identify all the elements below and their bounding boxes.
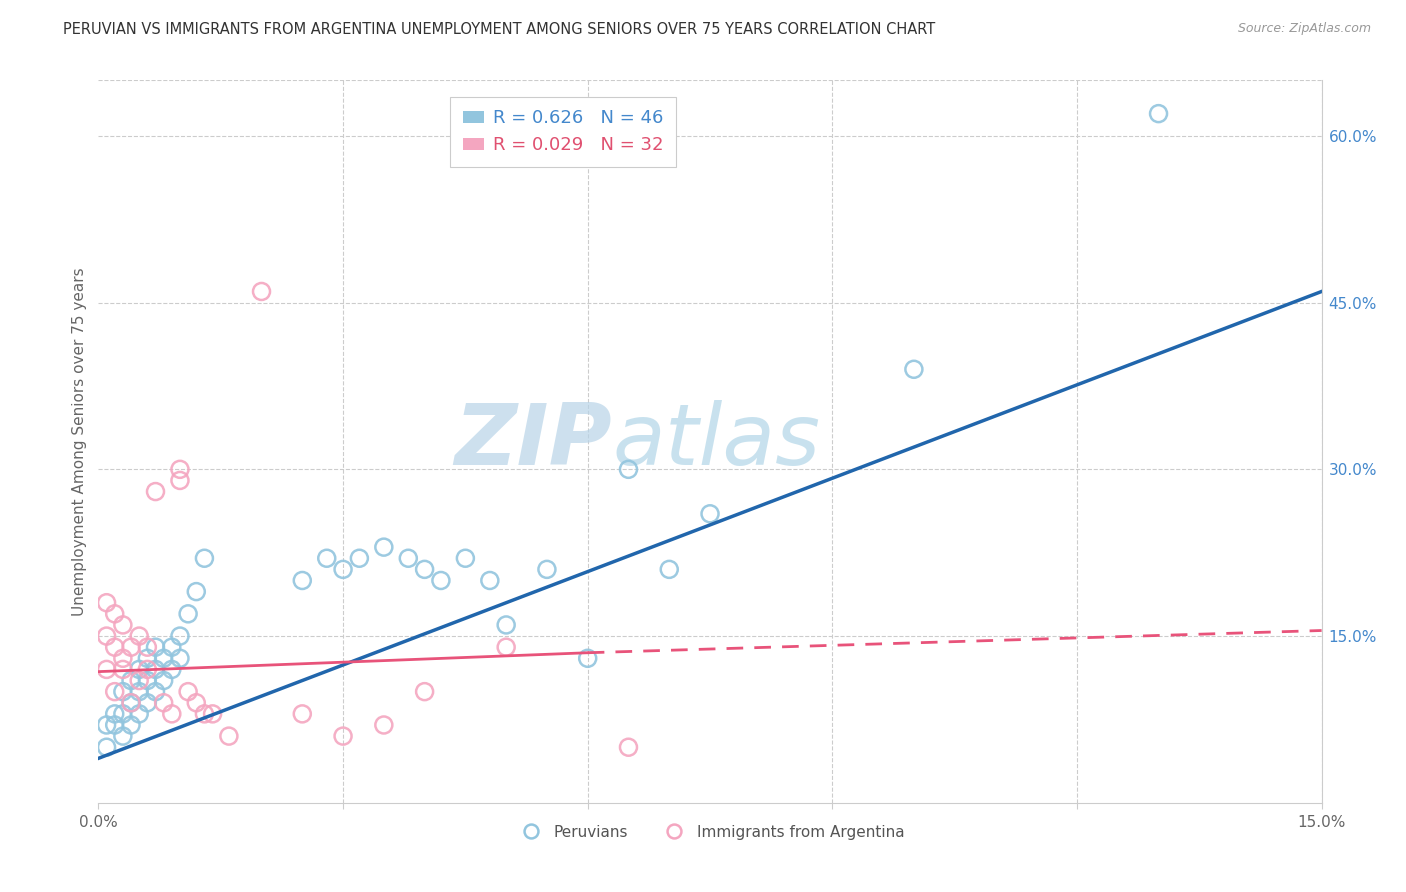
Point [104,718,127,732]
Point [96,662,118,676]
Point [186,696,208,710]
Point [332,562,354,576]
Point [536,562,558,576]
Point [576,651,599,665]
Point [120,718,142,732]
Point [136,662,159,676]
Point [128,673,150,688]
Point [104,684,127,698]
Point [111,662,134,676]
Point [193,551,215,566]
Point [145,484,167,499]
Point [96,629,118,643]
Point [169,474,191,488]
Point [111,651,134,665]
Point [478,574,501,588]
Y-axis label: Unemployment Among Seniors over 75 years: Unemployment Among Seniors over 75 years [72,268,87,615]
Point [120,640,142,655]
Point [177,684,200,698]
Point [160,706,183,721]
Point [1147,106,1170,120]
Point [495,618,517,632]
Point [658,562,681,576]
Point [201,706,224,721]
Point [291,706,314,721]
Point [152,673,174,688]
Point [111,618,134,632]
Point [699,507,721,521]
Point [152,651,174,665]
Point [315,551,337,566]
Point [96,740,118,755]
Point [136,673,159,688]
Point [169,651,191,665]
Point [617,462,640,476]
Point [104,640,127,655]
Point [430,574,453,588]
Point [177,607,200,621]
Point [111,706,134,721]
Point [145,662,167,676]
Point [396,551,419,566]
Point [111,684,134,698]
Point [373,540,395,554]
Legend: Peruvians, Immigrants from Argentina: Peruvians, Immigrants from Argentina [509,819,911,846]
Point [111,729,134,743]
Point [169,462,191,476]
Point [136,696,159,710]
Text: ZIP: ZIP [454,400,612,483]
Point [193,706,215,721]
Point [218,729,240,743]
Point [160,662,183,676]
Point [128,629,150,643]
Point [128,684,150,698]
Point [96,718,118,732]
Point [152,696,174,710]
Point [128,706,150,721]
Point [332,729,354,743]
Point [120,673,142,688]
Text: Source: ZipAtlas.com: Source: ZipAtlas.com [1237,22,1371,36]
Point [145,684,167,698]
Point [250,285,273,299]
Point [373,718,395,732]
Point [96,596,118,610]
Text: PERUVIAN VS IMMIGRANTS FROM ARGENTINA UNEMPLOYMENT AMONG SENIORS OVER 75 YEARS C: PERUVIAN VS IMMIGRANTS FROM ARGENTINA UN… [63,22,935,37]
Point [160,640,183,655]
Point [104,607,127,621]
Point [136,640,159,655]
Point [120,696,142,710]
Point [104,706,127,721]
Point [291,574,314,588]
Point [413,562,436,576]
Text: atlas: atlas [612,400,820,483]
Point [128,662,150,676]
Point [136,651,159,665]
Point [454,551,477,566]
Point [145,640,167,655]
Point [495,640,517,655]
Point [617,740,640,755]
Point [186,584,208,599]
Point [120,696,142,710]
Point [903,362,925,376]
Point [349,551,371,566]
Point [169,629,191,643]
Point [413,684,436,698]
